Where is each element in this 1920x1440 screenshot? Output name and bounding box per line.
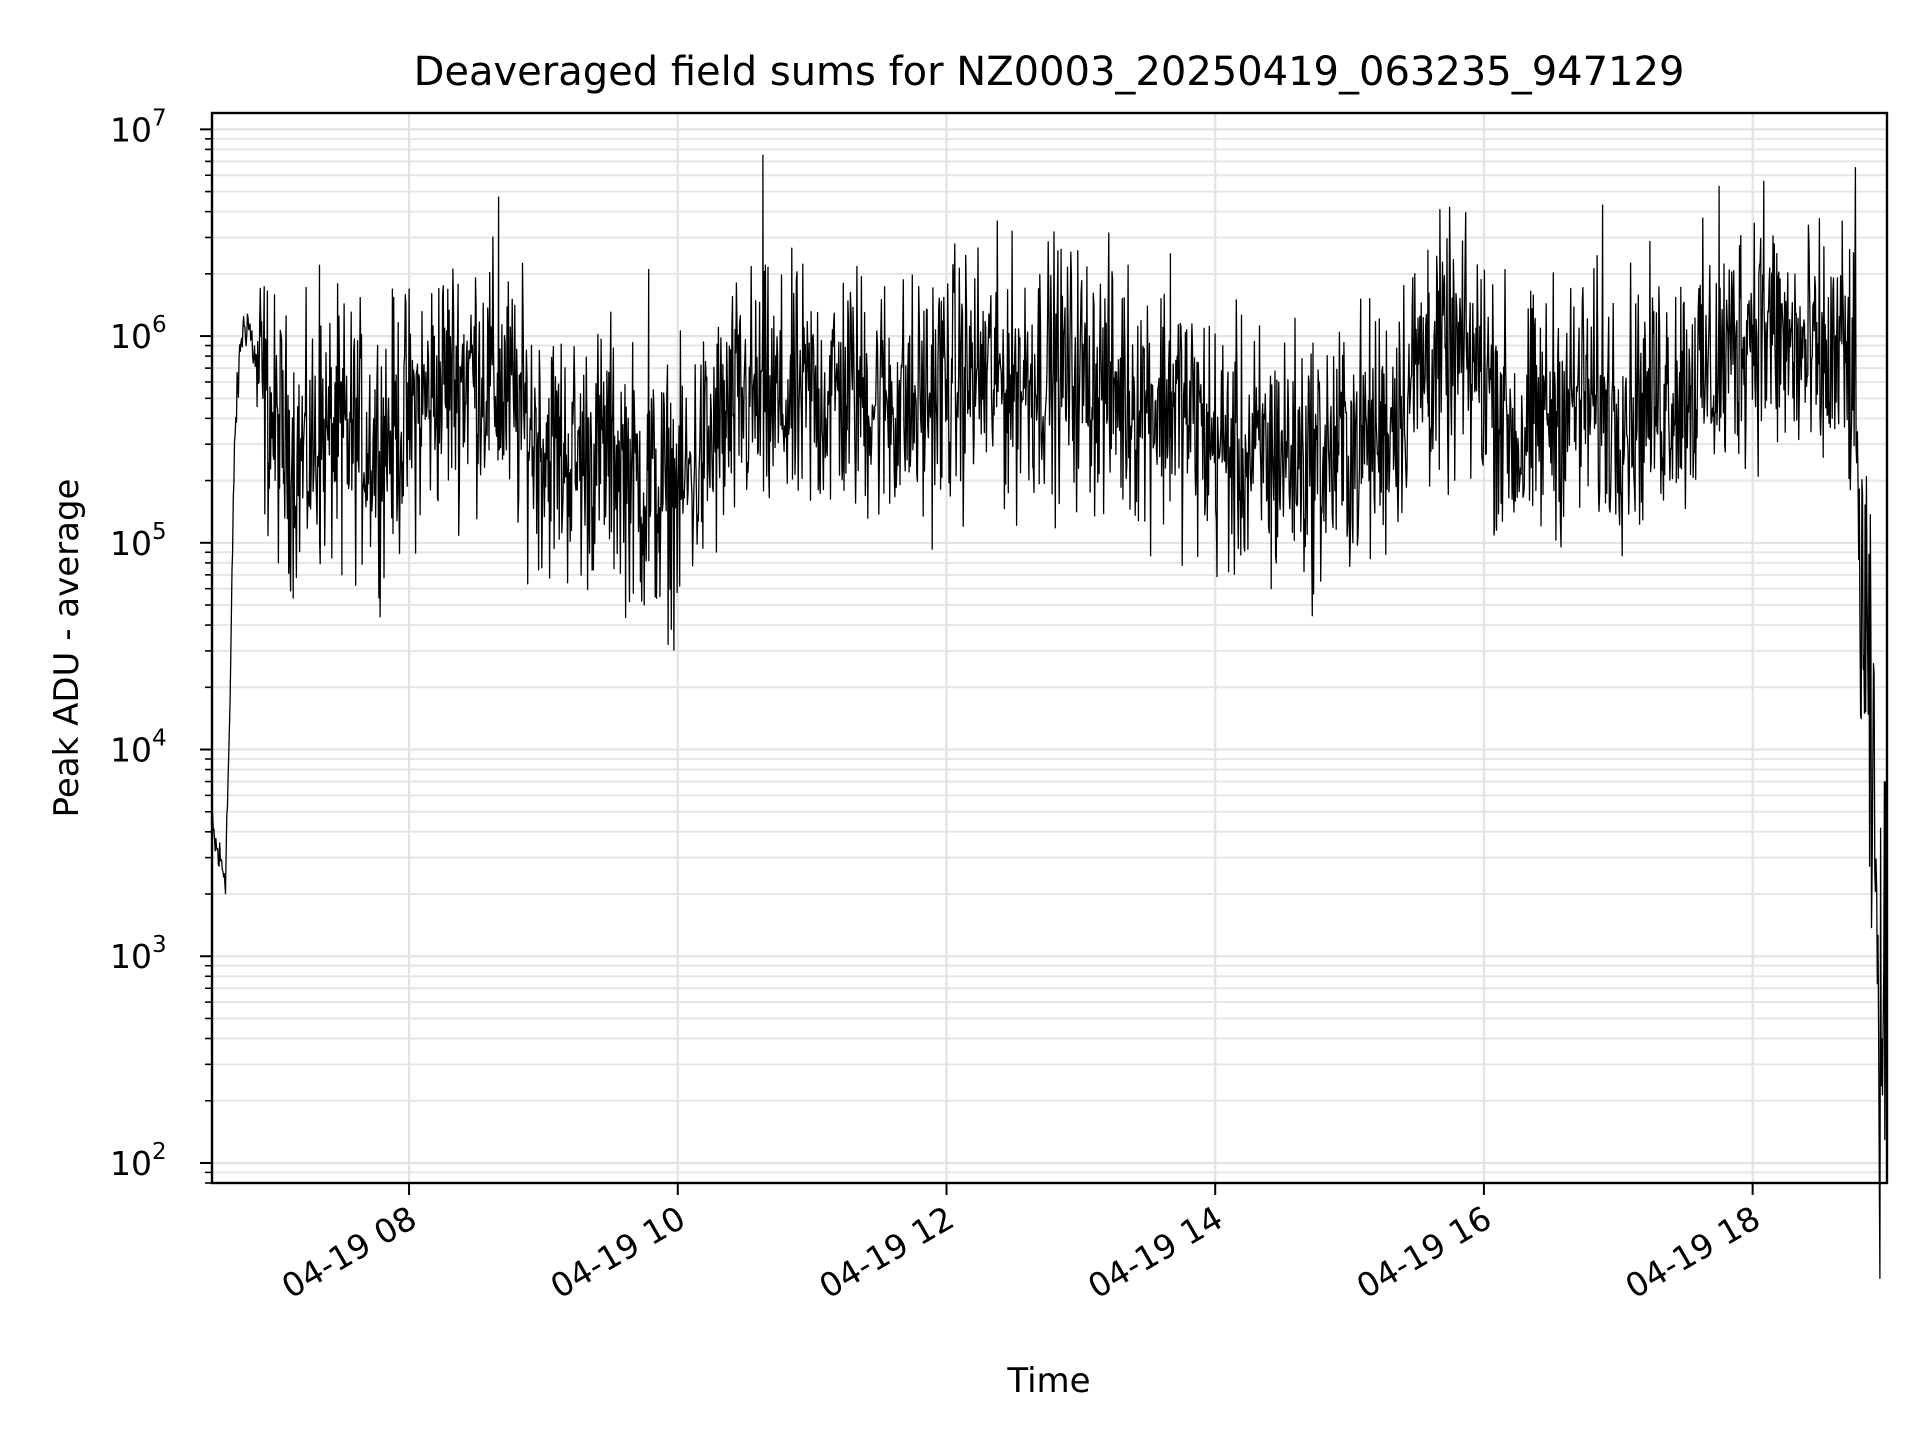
- y-tick-exponent: 6: [152, 312, 167, 338]
- y-tick-exponent: 7: [152, 105, 167, 131]
- x-axis-label: Time: [1006, 1361, 1090, 1401]
- series-group: [211, 154, 1888, 1279]
- y-axis-label: Peak ADU - average: [47, 479, 87, 818]
- y-tick-exponent: 5: [152, 519, 167, 545]
- y-tick-exponent: 3: [152, 932, 167, 958]
- series-line: [211, 154, 1888, 1279]
- y-tick-exponent: 2: [152, 1139, 167, 1165]
- plot-frame: [210, 111, 1889, 1185]
- y-tick-label: 102: [110, 1139, 167, 1183]
- chart-title: Deaveraged field sums for NZ0003_2025041…: [414, 49, 1685, 95]
- y-tick-exponent: 4: [152, 726, 167, 752]
